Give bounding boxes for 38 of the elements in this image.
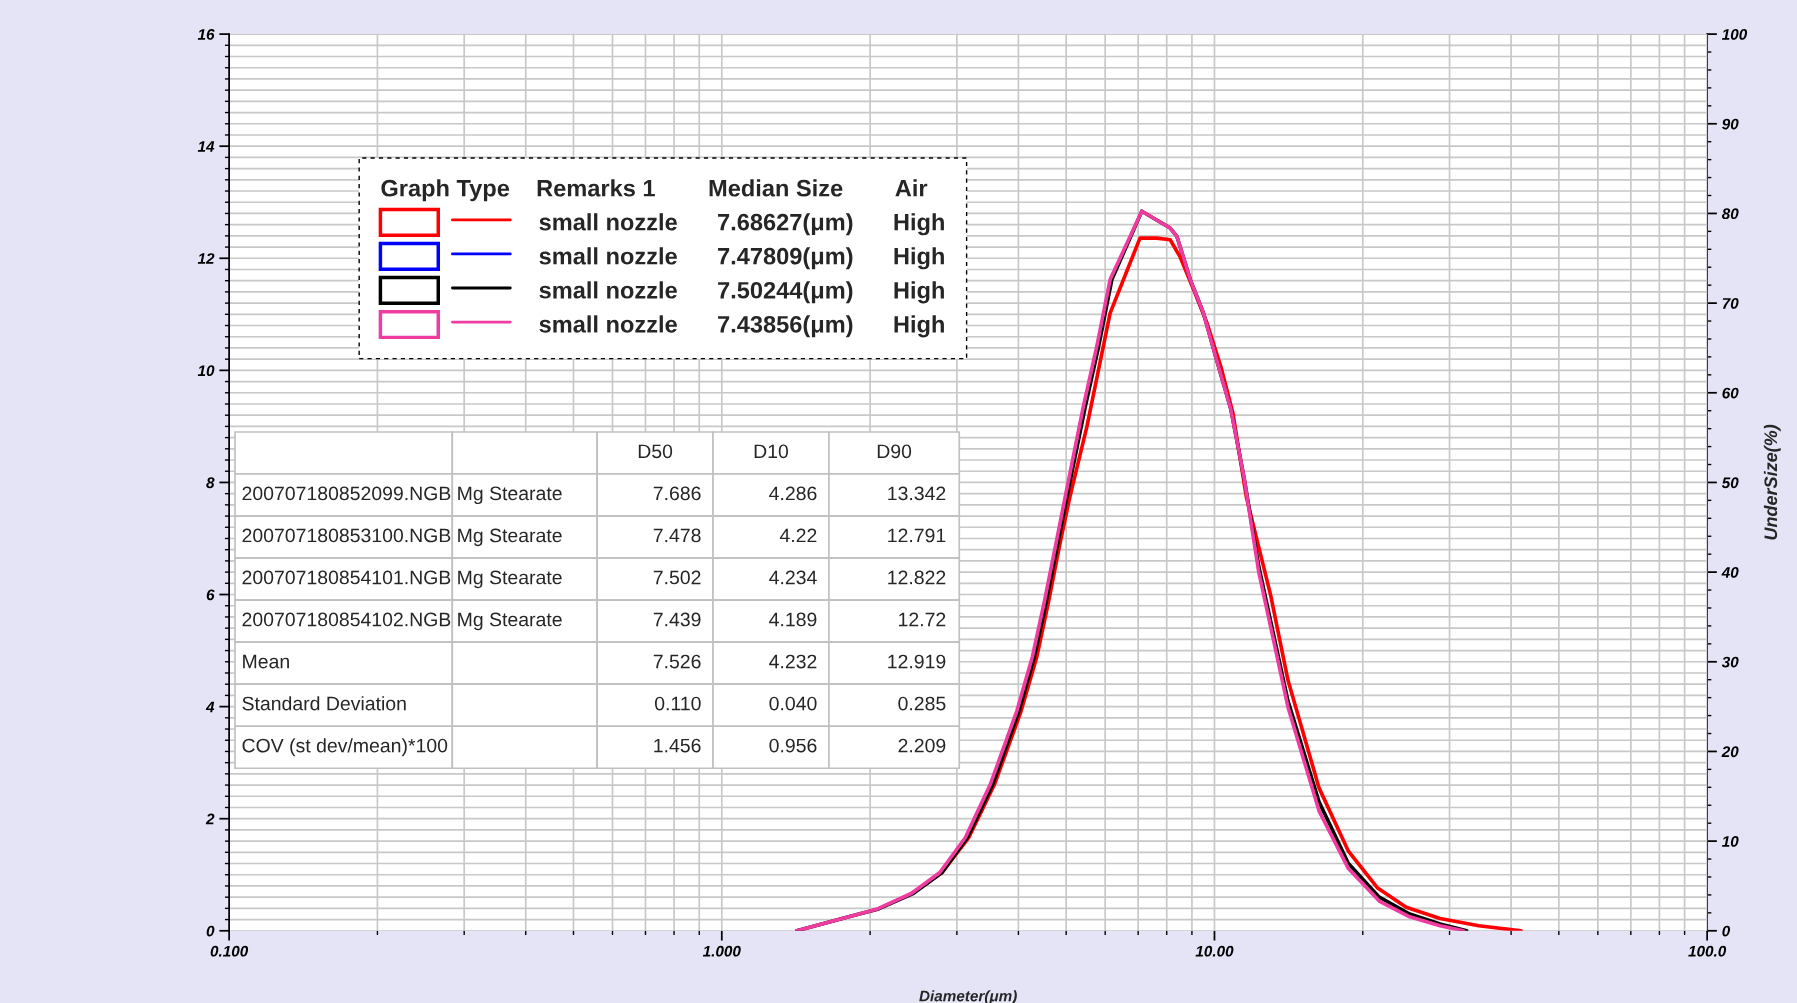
y2-tick-label: 40 [1721,566,1739,578]
legend-label: small nozzle 7.43856(μm) High [539,315,944,338]
x-tick-label: 1.000 [702,945,741,957]
y2-tick-label: 70 [1722,297,1739,309]
y-tick-label: 0 [206,925,215,937]
x-tick-label: 100.0 [1688,945,1727,957]
legend-label: small nozzle 7.50244(μm) High [539,281,944,304]
legend-label: small nozzle 7.47809(μm) High [539,247,944,270]
y-tick-label: 6 [206,589,215,601]
legend-title: Graph Type Remarks 1 Median Size Air [381,179,928,202]
legend-label: small nozzle 7.68627(μm) High [539,213,944,236]
y-tick-label: 12 [197,253,215,264]
text: Mean 7.526 4.232 12.919 [243,654,946,669]
y-tick-label: 2 [205,813,215,825]
y2-tick-label: 10 [1721,835,1739,847]
y2-tick-label: 0 [1722,925,1731,937]
y2-tick-label: 50 [1721,477,1739,489]
text: D50 D10 D90 [638,444,912,459]
text: 200707180854102.NGB Mg Stearate 7.439 4.189 12.72 [242,612,946,631]
text: Standard Deviation 0.110 0.040 0.285 [242,696,946,711]
y2-tick-label: 80 [1721,208,1739,220]
y2-tick-label: 90 [1722,118,1739,130]
y2-tick-label: 30 [1721,656,1739,668]
text: 200707180854101.NGB Mg Stearate 7.502 4.234 12.822 [242,570,946,589]
text: 200707180852099.NGB Mg Stearate 7.686 4.286 13.342 [242,486,946,505]
x-tick-label: 0.100 [210,945,249,957]
text: COV (st dev/mean)*100 1.456 0.956 2.209 [242,738,946,757]
y2-tick-label: 100 [1721,28,1748,40]
y2-axis-title: UnderSize(%) [1763,424,1781,540]
text: 200707180853100.NGB Mg Stearate 7.478 4.22 12.791 [242,528,946,547]
y2-tick-label: 60 [1722,387,1739,399]
y-tick-label: 16 [197,28,215,40]
y-tick-label: 8 [206,477,215,489]
y2-tick-label: 20 [1721,746,1739,758]
y-tick-label: 10 [197,365,215,377]
y-tick-label: 4 [205,701,215,713]
y-tick-label: 14 [197,141,215,152]
x-tick-label: 10.00 [1195,945,1234,957]
